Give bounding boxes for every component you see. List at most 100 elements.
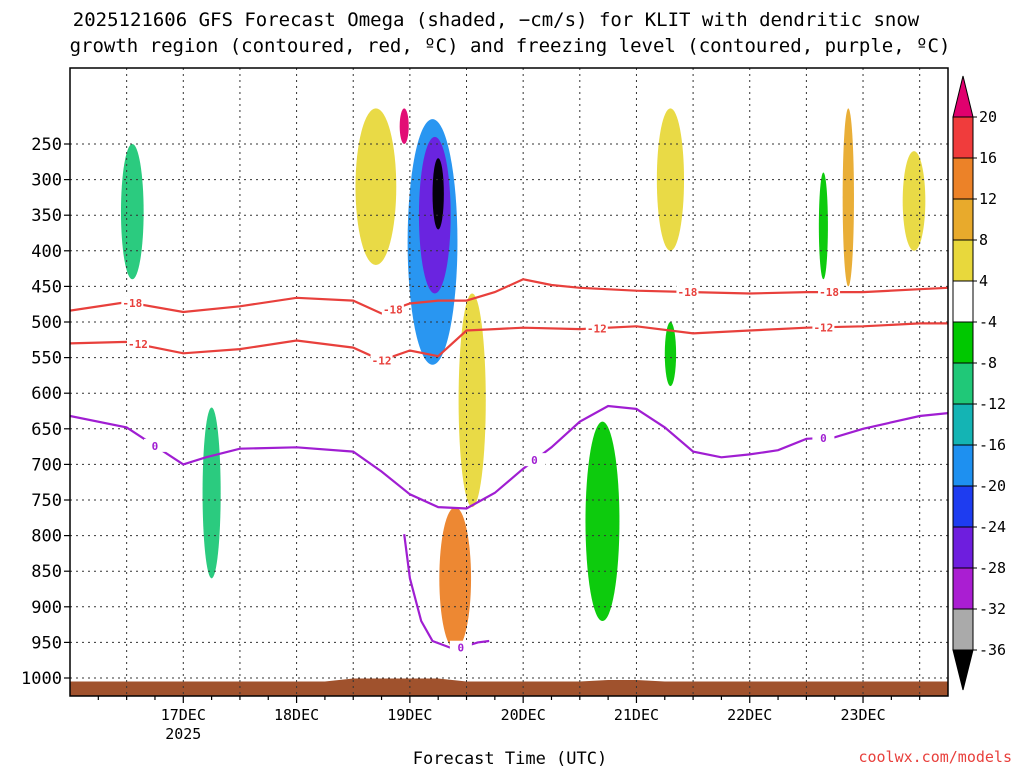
terrain-band xyxy=(70,678,948,696)
plot-frame xyxy=(69,67,949,697)
colorbar-bin-2 xyxy=(952,157,974,200)
colorbar-label-2: 12 xyxy=(979,190,997,208)
x-tick-label-21DEC: 21DEC xyxy=(614,706,659,724)
colorbar-bin-11 xyxy=(952,526,974,569)
dgz-minus-18-label-bg-2 xyxy=(676,284,699,298)
omega-descent-green-17dec xyxy=(202,407,221,579)
freezing-level-low-line xyxy=(403,534,490,651)
dgz-minus-12-label-2: -12 xyxy=(587,322,607,335)
freezing-level-low-label-bg-0 xyxy=(449,640,472,654)
colorbar-top-arrow xyxy=(952,75,974,118)
dgz-minus-18-label-bg-0 xyxy=(121,296,144,310)
colorbar-bin-1 xyxy=(952,116,974,159)
x-tick-label-19DEC: 19DEC xyxy=(387,706,432,724)
freezing-level-label-1: 0 xyxy=(531,454,538,467)
credit-text: coolwx.com/models xyxy=(858,748,1012,766)
y-tick-label-550: 550 xyxy=(31,349,62,369)
colorbar-label-13: -36 xyxy=(979,641,1006,659)
x-tick-label-20DEC: 20DEC xyxy=(501,706,546,724)
y-tick-label-250: 250 xyxy=(31,135,62,155)
colorbar-bin-12 xyxy=(952,567,974,610)
colorbar-bin-5 xyxy=(952,280,974,323)
y-axis: 250 300 350 400 450 500 550 600 650 700 750 800 850 9… xyxy=(21,135,70,689)
freezing-level-line xyxy=(70,404,948,510)
omega-ascent-yellow-23dec xyxy=(902,151,926,251)
colorbar-label-3: 8 xyxy=(979,231,988,249)
x-axis-label: Forecast Time (UTC) xyxy=(413,749,607,768)
omega-lowlevel-orange xyxy=(439,507,472,650)
dgz-minus-12-label-1: -12 xyxy=(372,354,392,367)
freezing-level-label-bg-1 xyxy=(523,453,546,467)
dgz-minus-18-label-bg-1 xyxy=(381,302,404,316)
dgz-minus-18-line xyxy=(70,278,948,315)
y-tick-label-600: 600 xyxy=(31,384,62,404)
colorbar-label-1: 16 xyxy=(979,149,997,167)
y-tick-label-950: 950 xyxy=(31,633,62,653)
x-tick-label-18DEC: 18DEC xyxy=(274,706,319,724)
y-tick-label-850: 850 xyxy=(31,562,62,582)
dgz-minus-18-label-2: -18 xyxy=(677,286,697,299)
colorbar-label-6: -8 xyxy=(979,354,997,372)
x-tick-sublabel-17DEC: 2025 xyxy=(165,725,201,743)
terrain xyxy=(70,678,948,696)
colorbar: 20 16 12 8 4 -4 -8 -12 -16 -20 -24 -28 -32 -36 xyxy=(952,75,1006,691)
dgz-minus-12-label-bg-1 xyxy=(370,353,393,367)
contours: -18 -18 -18 -18 -12 -12 -12 -12 0 0 0 0 xyxy=(70,278,948,655)
y-tick-label-900: 900 xyxy=(31,598,62,618)
title-line-1: 2025121606 GFS Forecast Omega (shaded, −… xyxy=(73,9,920,31)
colorbar-label-0: 20 xyxy=(979,108,997,126)
omega-descent-green-20dec xyxy=(585,421,620,622)
colorbar-label-9: -20 xyxy=(979,477,1006,495)
colorbar-label-10: -24 xyxy=(979,518,1006,536)
colorbar-label-11: -28 xyxy=(979,559,1006,577)
colorbar-label-8: -16 xyxy=(979,436,1006,454)
colorbar-bin-3 xyxy=(952,198,974,241)
dgz-minus-18-label-0: -18 xyxy=(122,297,142,310)
title-line-2: growth region (contoured, red, ºC) and f… xyxy=(70,35,951,57)
dgz-minus-12-label-bg-3 xyxy=(812,320,835,334)
colorbar-bin-13 xyxy=(952,608,974,651)
colorbar-label-4: 4 xyxy=(979,272,988,290)
omega-ascent-yellow-18dec xyxy=(355,108,397,266)
omega-upper-pink xyxy=(399,108,409,144)
freezing-level-label-bg-0 xyxy=(143,438,166,452)
omega-core-black xyxy=(432,158,444,230)
dgz-minus-18-label-3: -18 xyxy=(819,286,839,299)
omega-descent-green-21dec xyxy=(664,322,677,387)
grid xyxy=(70,68,948,696)
colorbar-label-7: -12 xyxy=(979,395,1006,413)
y-tick-label-800: 800 xyxy=(31,527,62,547)
plot-background xyxy=(70,68,948,696)
colorbar-bottom-arrow xyxy=(952,649,974,691)
freezing-level-label-bg-2 xyxy=(812,430,835,444)
y-tick-label-300: 300 xyxy=(31,171,62,191)
colorbar-bin-10 xyxy=(952,485,974,528)
y-tick-label-700: 700 xyxy=(31,455,62,475)
y-tick-label-650: 650 xyxy=(31,420,62,440)
freezing-level-label-2: 0 xyxy=(820,432,827,445)
dgz-minus-18-label-1: -18 xyxy=(383,303,403,316)
y-tick-label-1000: 1000 xyxy=(21,669,62,689)
colorbar-bin-7 xyxy=(952,362,974,405)
colorbar-label-12: -32 xyxy=(979,600,1006,618)
y-tick-label-500: 500 xyxy=(31,313,62,333)
x-tick-label-22DEC: 22DEC xyxy=(727,706,772,724)
omega-ascent-orange-22dec xyxy=(842,108,854,287)
y-tick-label-350: 350 xyxy=(31,206,62,226)
colorbar-label-5: -4 xyxy=(979,313,997,331)
freezing-level-low-label-0: 0 xyxy=(458,642,465,655)
colorbar-bin-9 xyxy=(952,444,974,487)
dgz-minus-12-label-3: -12 xyxy=(813,321,833,334)
x-tick-label-23DEC: 23DEC xyxy=(840,706,885,724)
x-tick-label-17DEC: 17DEC xyxy=(161,706,206,724)
dgz-minus-18-label-bg-3 xyxy=(818,285,841,299)
y-tick-label-450: 450 xyxy=(31,277,62,297)
dgz-minus-12-label-0: -12 xyxy=(128,338,148,351)
colorbar-bin-6 xyxy=(952,321,974,364)
omega-descent-green-22dec xyxy=(818,172,828,280)
dgz-minus-12-label-bg-0 xyxy=(126,337,149,351)
colorbar-bin-8 xyxy=(952,403,974,446)
dgz-minus-12-line xyxy=(70,322,948,362)
